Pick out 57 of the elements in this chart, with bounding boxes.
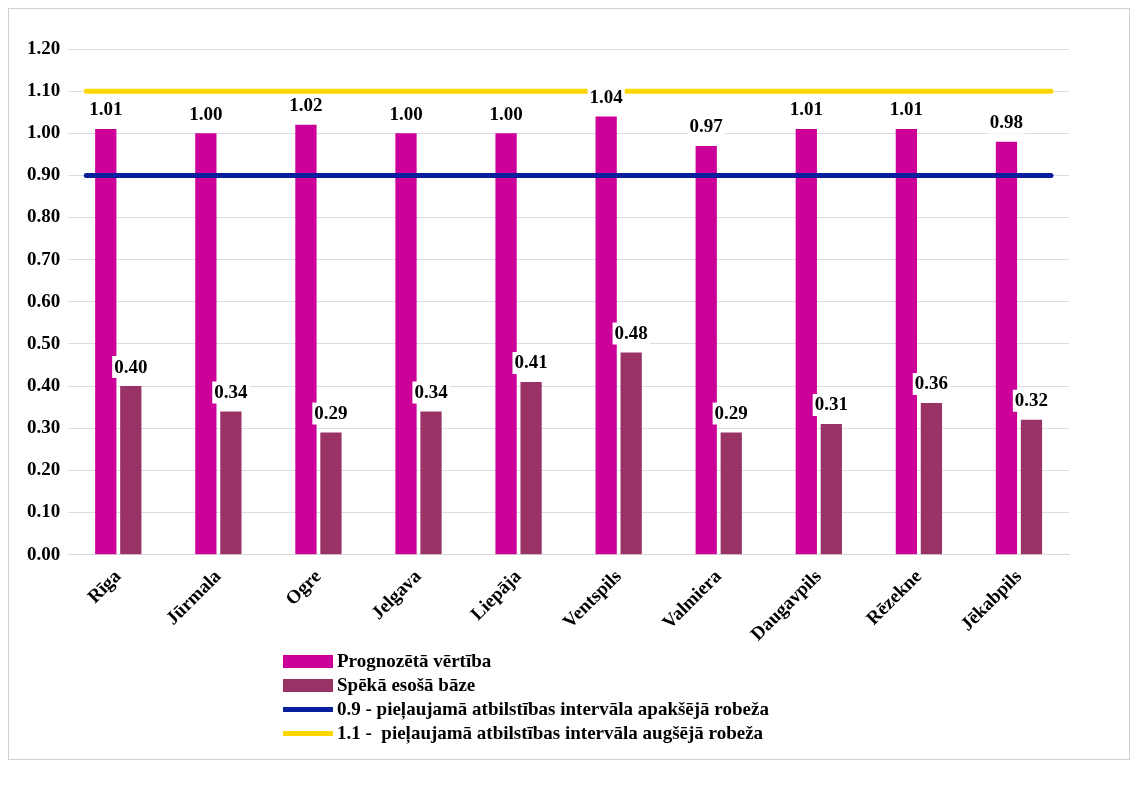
data-label: 1.01 — [789, 98, 823, 120]
bar — [820, 424, 842, 555]
data-label: 1.02 — [289, 94, 323, 116]
data-label: 0.29 — [714, 401, 748, 423]
y-tick-label: 1.20 — [27, 36, 61, 58]
data-label: 0.40 — [114, 355, 148, 377]
bar — [795, 129, 817, 555]
bar — [720, 432, 742, 555]
data-label: 1.04 — [589, 85, 624, 107]
y-tick-label: 0.40 — [27, 374, 61, 396]
legend-label: Spēkā esošā bāze — [337, 674, 476, 696]
data-label: 1.01 — [889, 98, 923, 120]
bar — [920, 402, 943, 555]
data-label: 0.29 — [314, 401, 348, 423]
data-label: 1.00 — [189, 102, 223, 124]
data-label: 0.32 — [1014, 389, 1049, 411]
x-tick-label: Ogre — [281, 565, 325, 609]
bar — [595, 116, 617, 555]
bar — [120, 386, 142, 555]
bar — [195, 133, 217, 555]
bar — [295, 124, 317, 555]
bar — [695, 145, 717, 555]
bar — [620, 352, 642, 555]
y-tick-label: 0.50 — [27, 331, 61, 353]
data-label: 0.34 — [414, 380, 449, 402]
bar — [95, 129, 117, 555]
bar — [420, 411, 442, 555]
data-label: 0.97 — [689, 115, 724, 137]
y-tick-label: 0.90 — [27, 163, 61, 185]
y-tick-label: 0.30 — [27, 416, 61, 438]
x-tick-label: Rīga — [82, 564, 125, 607]
legend-label: 0.9 - pieļaujamā atbilstības intervāla apakšējā robeža — [337, 698, 769, 720]
data-label: 0.98 — [989, 111, 1024, 133]
y-tick-label: 1.10 — [27, 79, 61, 101]
data-label: 1.00 — [389, 102, 423, 124]
legend-label: Prognozētā vērtība — [337, 650, 492, 672]
bar — [1020, 419, 1043, 555]
y-tick-label: 0.80 — [27, 205, 61, 227]
y-tick-label: 0.70 — [27, 247, 61, 269]
y-tick-label: 0.00 — [27, 542, 61, 564]
data-label: 0.31 — [814, 393, 848, 415]
y-tick-label: 0.20 — [27, 458, 61, 480]
legend-label: 1.1 - pieļaujamā atbilstības intervāla augšējā robeža — [337, 722, 764, 744]
bar — [495, 133, 517, 555]
data-label: 0.34 — [214, 380, 248, 402]
y-tick-label: 1.00 — [27, 121, 61, 143]
data-label: 0.48 — [614, 321, 648, 343]
data-label: 0.41 — [514, 351, 548, 373]
data-label: 1.00 — [489, 102, 523, 124]
bar — [520, 381, 542, 555]
data-label: 1.01 — [89, 98, 123, 120]
bar — [395, 133, 417, 555]
bar — [320, 432, 342, 555]
y-tick-label: 0.10 — [27, 500, 61, 522]
data-label: 0.36 — [914, 372, 949, 394]
bar — [220, 411, 242, 555]
y-tick-label: 0.60 — [27, 289, 61, 311]
